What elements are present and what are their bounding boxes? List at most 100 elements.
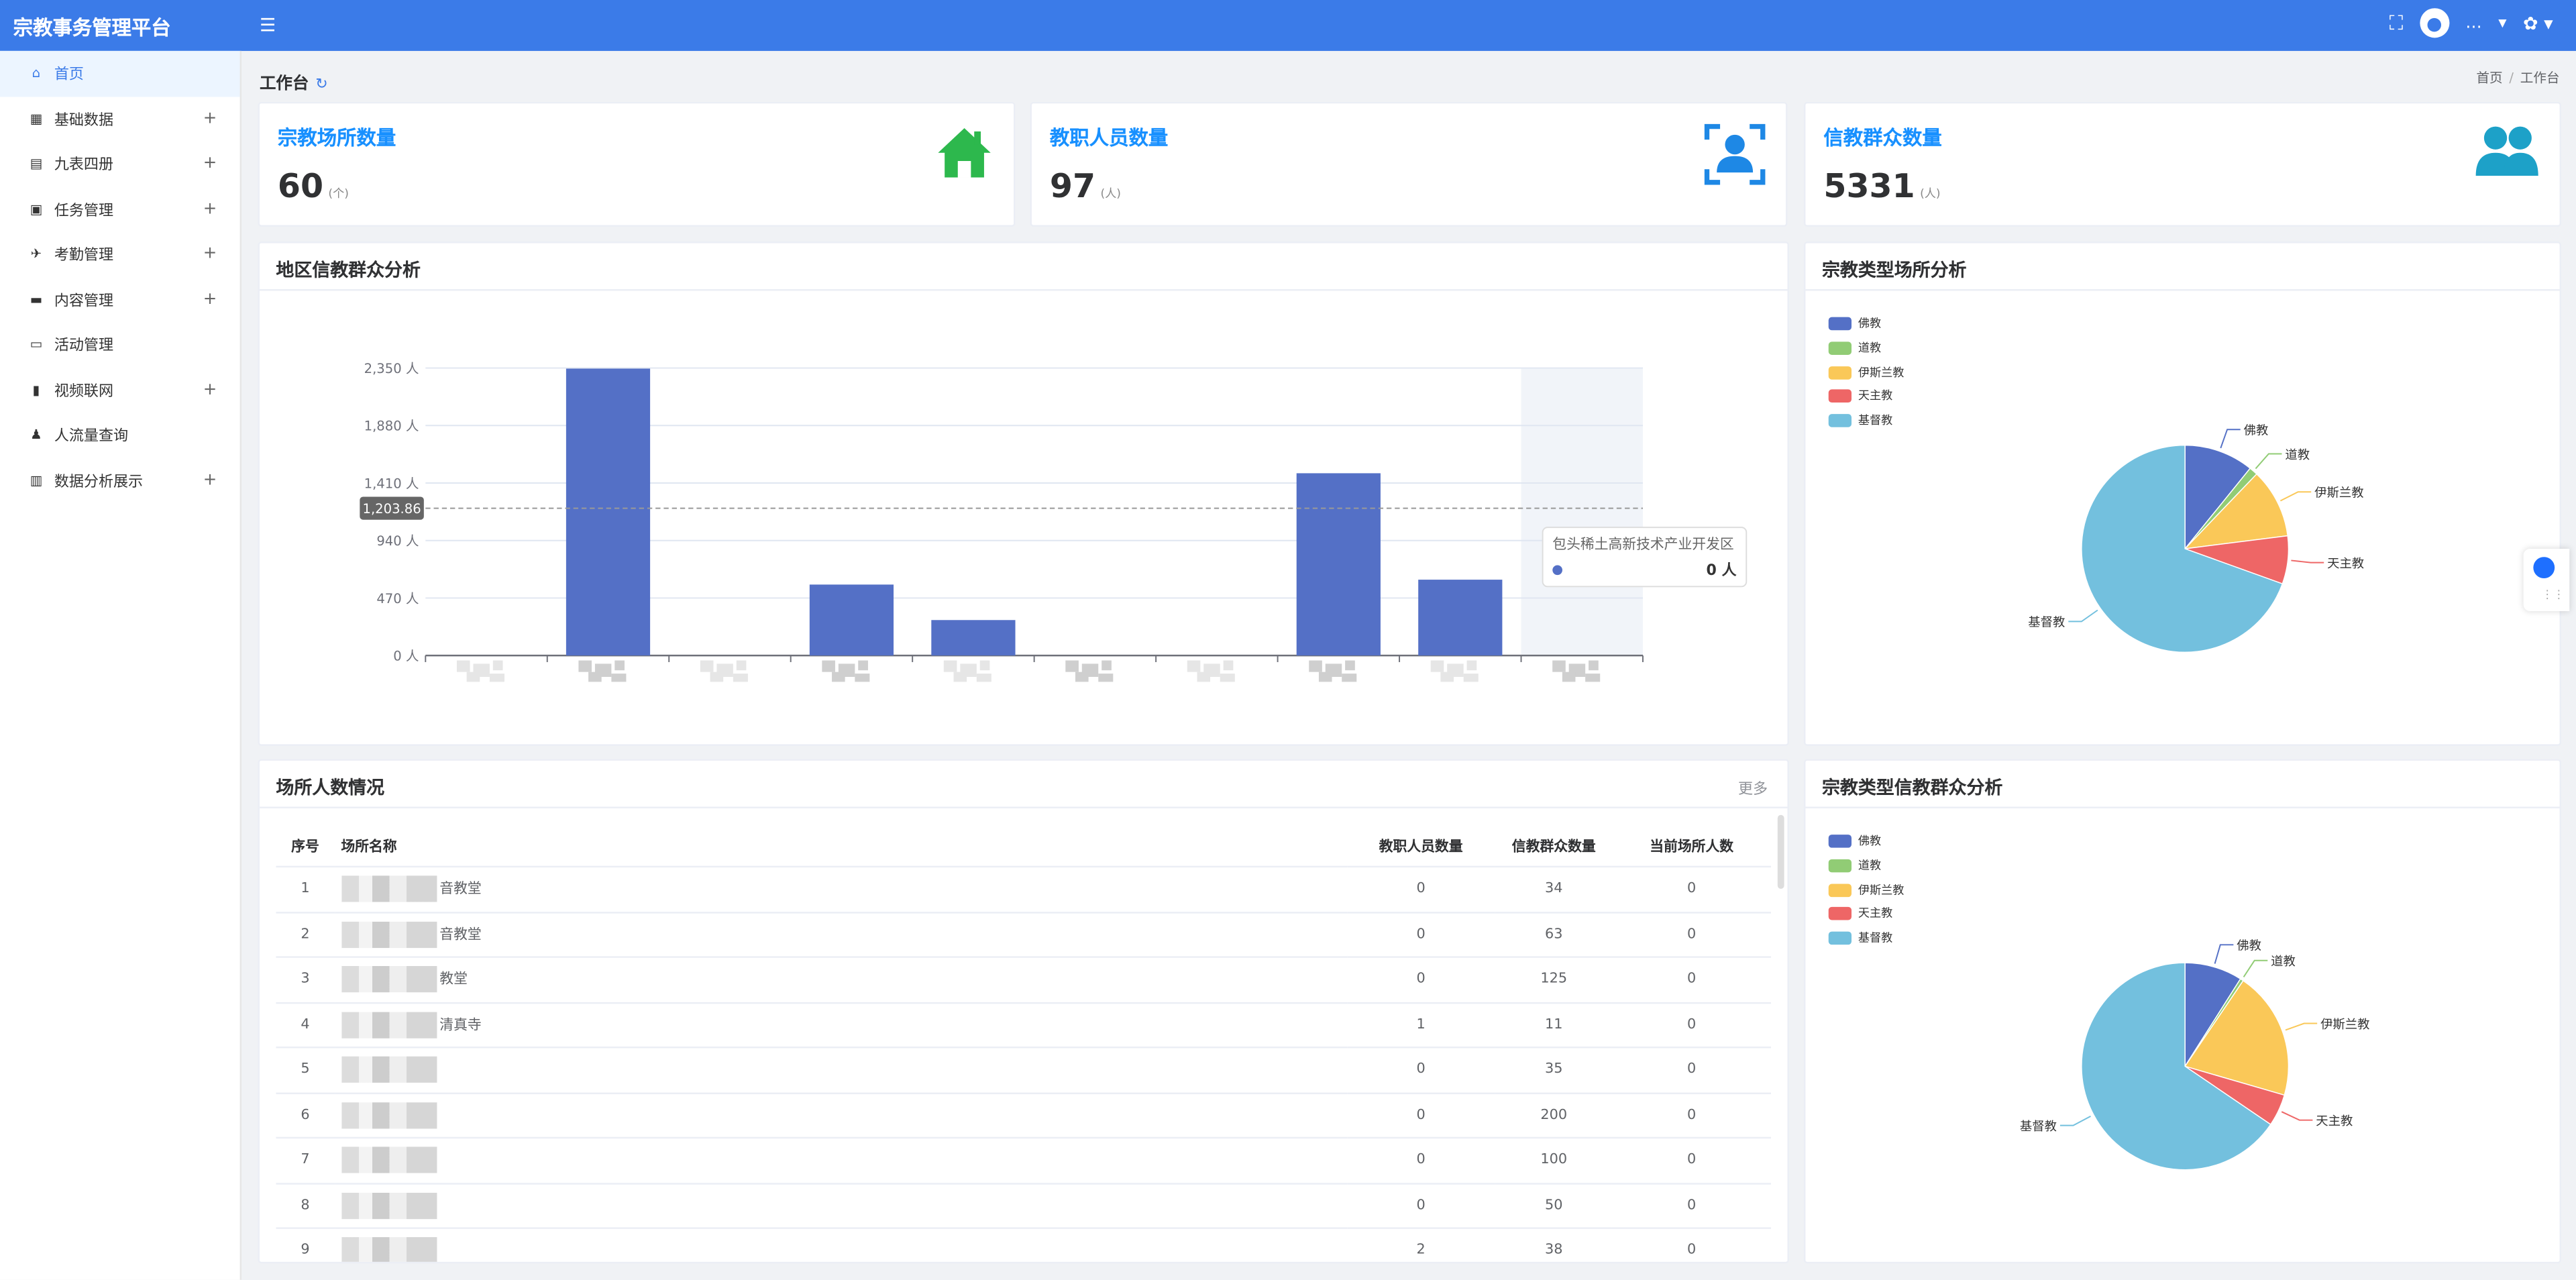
tooltip [1542, 527, 1748, 588]
expand-icon[interactable]: + [203, 245, 217, 264]
pie-label: 天主教 [2316, 1114, 2353, 1128]
theme-icon[interactable]: ✿ ▾ [2523, 12, 2553, 34]
refresh-icon[interactable]: ↻ [315, 77, 328, 94]
breadcrumb: 首页 / 工作台 [2476, 70, 2560, 86]
expand-icon[interactable]: + [203, 471, 217, 490]
redacted-text [341, 1237, 437, 1262]
legend-swatch [1828, 907, 1852, 921]
table-row[interactable]: 3 教堂 0 125 0 [276, 957, 1772, 1004]
sidebar-item-label: 任务管理 [54, 203, 114, 220]
chevron-down-icon[interactable]: ▾ [2498, 13, 2507, 32]
stat-value: 97 (人) [1049, 166, 1121, 206]
pie-label: 伊斯兰教 [2314, 486, 2363, 500]
sidebar-item[interactable]: ⌂ 首页 [0, 50, 240, 97]
main-content: 工作台 ↻ 首页 / 工作台 宗教场所数量 60 (个) 教职人员数量 97 (人) [241, 51, 2576, 1280]
breadcrumb-home[interactable]: 首页 [2476, 70, 2503, 86]
expand-icon[interactable]: + [203, 290, 217, 309]
legend-swatch [1828, 414, 1852, 427]
legend-label: 天主教 [1858, 907, 1893, 921]
legend-item[interactable]: 伊斯兰教 [1828, 360, 1904, 384]
legend-item[interactable]: 基督教 [1828, 926, 1904, 951]
sidebar-item[interactable]: ✈ 考勤管理 + [0, 231, 240, 276]
table-cell: 125 [1495, 957, 1613, 1004]
table-row[interactable]: 2 音教堂 0 63 0 [276, 912, 1772, 958]
legend-swatch [1828, 341, 1852, 356]
table-cell: 0 [1346, 957, 1496, 1004]
grid-icon: ▦ [30, 111, 43, 126]
avatar[interactable]: ● [2419, 8, 2449, 38]
floating-assistant-button[interactable]: ⋮⋮ [2523, 548, 2570, 612]
stat-value: 5331 (人) [1823, 166, 1941, 206]
table-row[interactable]: 5 0 35 0 [276, 1047, 1772, 1094]
table-row[interactable]: 8 0 50 0 [276, 1183, 1772, 1229]
y-tick-label: 940 人 [376, 533, 419, 549]
legend-item[interactable]: 基督教 [1828, 409, 1904, 433]
house-icon [938, 128, 991, 178]
site-name-cell: 音教堂 [334, 912, 1347, 958]
column-header[interactable]: 当前场所人数 [1612, 826, 1772, 868]
y-tick-label: 2,350 人 [364, 361, 419, 376]
column-header[interactable]: 场所名称 [334, 826, 1347, 868]
pie-slice [2184, 444, 2251, 551]
legend-item[interactable]: 佛教 [1828, 830, 1904, 854]
table-row[interactable]: 1 音教堂 0 34 0 [276, 866, 1772, 913]
expand-icon[interactable]: + [203, 109, 217, 128]
sidebar-item-label: 内容管理 [54, 293, 114, 311]
table-row[interactable]: 9 2 38 0 [276, 1228, 1772, 1262]
table-cell: 0 [1346, 1183, 1496, 1229]
sidebar-item[interactable]: ▣ 任务管理 + [0, 186, 240, 231]
pie-label: 基督教 [2020, 1120, 2057, 1134]
legend-item[interactable]: 佛教 [1828, 312, 1904, 336]
legend-item[interactable]: 天主教 [1828, 384, 1904, 409]
page-title: 工作台 ↻ [259, 75, 328, 94]
expand-icon[interactable]: + [203, 154, 217, 173]
column-header[interactable]: 序号 [276, 826, 335, 868]
table-cell: 0 [1346, 1047, 1496, 1094]
pie-label-line [2243, 959, 2268, 977]
table-cell: 0 [1612, 1183, 1772, 1229]
column-header[interactable]: 教职人员数量 [1346, 826, 1496, 868]
sidebar-item[interactable]: ▥ 数据分析展示 + [0, 458, 240, 502]
believer-type-chart-card: 宗教类型信教群众分析 佛教 道教 伊斯兰教 天主教 基督教 佛教 道教 伊斯兰教 天主教 基督教 [1804, 759, 2561, 1264]
y-tick-label: 0 人 [393, 648, 419, 663]
table-cell: 6 [276, 1092, 335, 1139]
stat-label: 信教群众数量 [1823, 126, 1942, 150]
drag-handle-icon[interactable]: ⋮⋮ [2541, 588, 2565, 602]
menu-toggle-icon[interactable]: ☰ [259, 15, 276, 36]
redacted-text [341, 966, 437, 993]
sidebar-item[interactable]: ▮ 视频联网 + [0, 367, 240, 412]
legend-label: 伊斯兰教 [1858, 366, 1904, 380]
fullscreen-icon[interactable]: ⛶ [2389, 10, 2404, 34]
reference-label: 1,203.86 [362, 501, 421, 517]
activity-icon: ▭ [30, 337, 43, 352]
table-row[interactable]: 7 0 100 0 [276, 1137, 1772, 1184]
legend-item[interactable]: 道教 [1828, 854, 1904, 878]
table-cell: 34 [1495, 866, 1613, 913]
sidebar-item[interactable]: ▦ 基础数据 + [0, 96, 240, 141]
more-link[interactable]: 更多 [1738, 782, 1768, 799]
table-row[interactable]: 6 0 200 0 [276, 1092, 1772, 1139]
sidebar-item[interactable]: ▤ 九表四册 + [0, 142, 240, 186]
column-header[interactable]: 信教群众数量 [1495, 826, 1613, 868]
legend-item[interactable]: 伊斯兰教 [1828, 878, 1904, 902]
table-cell: 1 [1346, 1002, 1496, 1049]
sidebar-item[interactable]: ♟ 人流量查询 [0, 413, 240, 458]
redacted-text [341, 1147, 437, 1174]
legend-item[interactable]: 道教 [1828, 336, 1904, 360]
site-type-chart-card: 宗教类型场所分析 佛教 道教 伊斯兰教 天主教 基督教 佛教 道教 伊斯兰教 天主教 基督教 [1804, 242, 2561, 746]
legend-swatch [1828, 859, 1852, 873]
table-scrollbar[interactable] [1777, 814, 1784, 889]
user-name[interactable]: … [2465, 13, 2482, 32]
expand-icon[interactable]: + [203, 200, 217, 219]
site-name-cell [334, 1183, 1347, 1229]
sidebar-item[interactable]: ▬ 内容管理 + [0, 277, 240, 322]
sidebar-item[interactable]: ▭ 活动管理 [0, 322, 240, 367]
table-cell: 9 [276, 1228, 335, 1262]
tooltip-value: 0 人 [1707, 562, 1737, 579]
redacted-x-label [1309, 660, 1357, 682]
table-row[interactable]: 4 清真寺 1 11 0 [276, 1002, 1772, 1049]
expand-icon[interactable]: + [203, 380, 217, 399]
person-scan-icon [1704, 123, 1766, 185]
legend-item[interactable]: 天主教 [1828, 902, 1904, 926]
